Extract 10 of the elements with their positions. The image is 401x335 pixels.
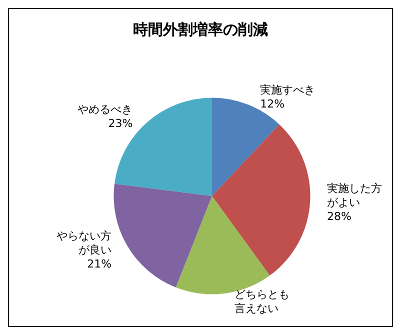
slice-label: やめるべき [78,102,133,116]
data-label: 23% [108,116,133,130]
slice-label: 実施すべき [260,84,316,97]
chart-title: 時間外割増率の削減 [133,20,268,38]
data-label: 12% [260,98,285,111]
slice-label: どちらとも言えない [234,288,290,315]
data-label: 21% [87,258,112,271]
data-label: 28% [327,210,352,224]
slice-label: やらない方が良い [56,230,112,257]
slice-label: 実施した方がよい [327,182,382,210]
